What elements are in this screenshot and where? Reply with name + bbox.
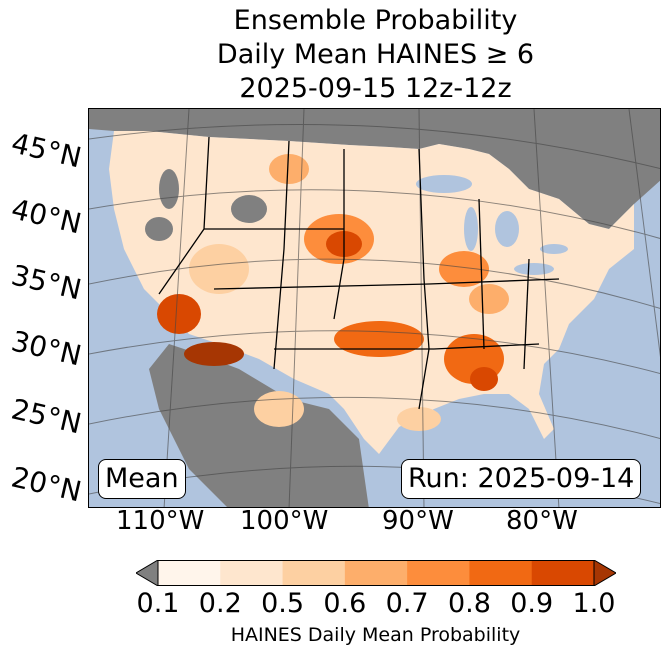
colorbar-tick-label: 0.9 xyxy=(510,588,554,619)
run-date-label: Run: 2025-09-14 xyxy=(401,459,642,499)
lon-label-100: 100°W xyxy=(240,506,329,536)
map-canvas xyxy=(89,109,660,507)
colorbar-over-arrow xyxy=(593,560,616,586)
colorbar-tick-label: 0.6 xyxy=(323,588,367,619)
lon-label-90: 90°W xyxy=(382,506,454,536)
title-line-1: Ensemble Probability xyxy=(233,5,518,36)
colorbar-segment xyxy=(469,560,533,586)
colorbar-tick-label: 0.8 xyxy=(447,588,491,619)
probability-field xyxy=(145,154,509,431)
colorbar-segment xyxy=(344,560,408,586)
colorbar-frame xyxy=(157,560,595,586)
mean-label: Mean xyxy=(98,459,186,499)
lat-label-35: 35°N xyxy=(8,258,85,307)
colorbar-segment xyxy=(220,560,284,586)
canada-landmass xyxy=(89,109,660,229)
state-borders xyxy=(158,136,560,410)
lat-label-25: 25°N xyxy=(8,392,85,441)
colorbar-under-arrow xyxy=(136,560,159,586)
colorbar-tick-label: 0.2 xyxy=(198,588,242,619)
colorbar-title: HAINES Daily Mean Probability xyxy=(230,624,521,646)
colorbar-tick-label: 0.1 xyxy=(136,588,180,619)
map-panel xyxy=(88,108,661,508)
lon-label-80: 80°W xyxy=(506,506,578,536)
colorbar xyxy=(136,560,616,586)
colorbar-segment xyxy=(158,560,221,586)
lon-label-110: 110°W xyxy=(116,506,205,536)
lat-label-40: 40°N xyxy=(8,192,85,241)
lat-label-30: 30°N xyxy=(8,324,85,373)
colorbar-segment xyxy=(282,560,346,586)
lat-label-45: 45°N xyxy=(8,126,85,175)
colorbar-tick-label: 1.0 xyxy=(572,588,616,619)
mexico-landmass xyxy=(149,344,369,507)
title-line-2: Daily Mean HAINES ≥ 6 xyxy=(216,39,535,70)
title-line-3: 2025-09-15 12z-12z xyxy=(239,73,512,104)
colorbar-tick-label: 0.7 xyxy=(385,588,429,619)
colorbar-tick-label: 0.5 xyxy=(261,588,305,619)
colorbar-segment xyxy=(531,560,595,586)
lat-label-20: 20°N xyxy=(8,460,85,509)
colorbar-segment xyxy=(407,560,470,586)
